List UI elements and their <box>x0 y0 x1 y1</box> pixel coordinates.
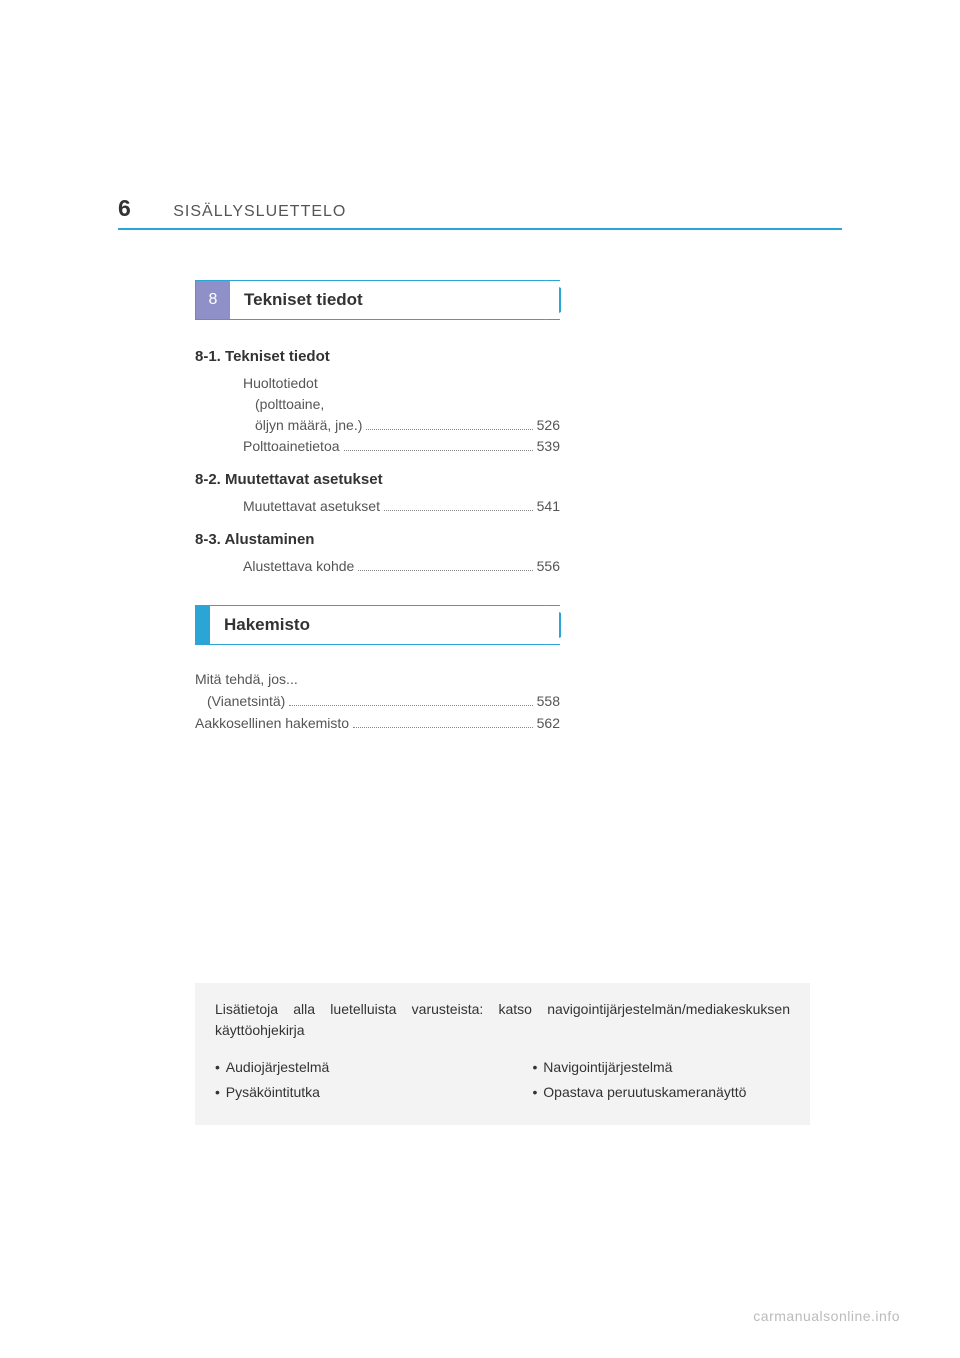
toc-page: 539 <box>537 436 560 457</box>
info-columns: Audiojärjestelmä Pysäköintitutka Navigoi… <box>215 1055 790 1105</box>
index-tab: Hakemisto <box>195 605 560 645</box>
index-line: Mitä tehdä, jos... <box>195 669 560 690</box>
toc-dots <box>366 429 532 430</box>
section-items-8-1: Huoltotiedot (polttoaine, öljyn määrä, j… <box>195 373 560 457</box>
footer-watermark: carmanualsonline.info <box>753 1308 900 1324</box>
toc-label: Alustettava kohde <box>243 556 354 577</box>
toc-label: öljyn määrä, jne.) <box>243 415 362 436</box>
toc-dots <box>358 570 532 571</box>
info-item: Pysäköintitutka <box>215 1080 473 1105</box>
toc-item: Alustettava kohde 556 <box>243 556 560 577</box>
index-bar <box>196 606 210 644</box>
toc-page: 526 <box>537 415 560 436</box>
index-page: 558 <box>537 690 560 712</box>
toc-item-line: (polttoaine, <box>243 394 560 415</box>
section-heading-8-1: 8-1. Tekniset tiedot <box>195 348 560 365</box>
index-entry: Aakkosellinen hakemisto 562 <box>195 712 560 734</box>
info-item: Navigointijärjestelmä <box>533 1055 791 1080</box>
info-box: Lisätietoja alla luetelluista varusteist… <box>195 983 810 1125</box>
toc-label: Polttoainetietoa <box>243 436 340 457</box>
section-items-8-3: Alustettava kohde 556 <box>195 556 560 577</box>
toc-page: 556 <box>537 556 560 577</box>
chapter-number: 8 <box>196 281 230 319</box>
toc-dots <box>289 705 532 706</box>
page-header: 6 SISÄLLYSLUETTELO <box>118 195 842 230</box>
header-title: SISÄLLYSLUETTELO <box>173 203 346 221</box>
toc-item: Polttoainetietoa 539 <box>243 436 560 457</box>
info-col-left: Audiojärjestelmä Pysäköintitutka <box>215 1055 473 1105</box>
toc-dots <box>344 450 533 451</box>
toc-item: Huoltotiedot (polttoaine, öljyn määrä, j… <box>243 373 560 436</box>
index-page: 562 <box>537 712 560 734</box>
toc-item: Muutettavat asetukset 541 <box>243 496 560 517</box>
chapter-tab-8: 8 Tekniset tiedot <box>195 280 560 320</box>
section-heading-8-2: 8-2. Muutettavat asetukset <box>195 471 560 488</box>
toc-label: Muutettavat asetukset <box>243 496 380 517</box>
index-lastline: (Vianetsintä) 558 <box>195 690 560 712</box>
index-label: Aakkosellinen hakemisto <box>195 712 349 734</box>
info-col-right: Navigointijärjestelmä Opastava peruutusk… <box>533 1055 791 1105</box>
toc-dots <box>384 510 533 511</box>
section-heading-8-3: 8-3. Alustaminen <box>195 531 560 548</box>
index-entry: Mitä tehdä, jos... (Vianetsintä) 558 <box>195 669 560 712</box>
index-label: (Vianetsintä) <box>195 690 285 712</box>
toc-item-lastline: öljyn määrä, jne.) 526 <box>243 415 560 436</box>
chapter-title: Tekniset tiedot <box>230 290 363 310</box>
toc-item-line: Huoltotiedot <box>243 373 560 394</box>
toc-dots <box>353 727 533 728</box>
toc-page: 541 <box>537 496 560 517</box>
index-entries: Mitä tehdä, jos... (Vianetsintä) 558 Aak… <box>195 669 560 735</box>
index-title: Hakemisto <box>210 615 310 635</box>
page-number: 6 <box>118 195 131 222</box>
info-item: Audiojärjestelmä <box>215 1055 473 1080</box>
info-box-text: Lisätietoja alla luetelluista varusteist… <box>215 999 790 1041</box>
section-items-8-2: Muutettavat asetukset 541 <box>195 496 560 517</box>
header-rule <box>118 228 842 230</box>
toc-content: 8 Tekniset tiedot 8-1. Tekniset tiedot H… <box>195 280 560 735</box>
info-item: Opastava peruutuskameranäyttö <box>533 1080 791 1105</box>
label-part: Aakkosellinen hakemisto <box>195 715 349 731</box>
